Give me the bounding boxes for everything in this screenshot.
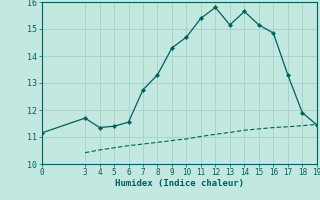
X-axis label: Humidex (Indice chaleur): Humidex (Indice chaleur): [115, 179, 244, 188]
